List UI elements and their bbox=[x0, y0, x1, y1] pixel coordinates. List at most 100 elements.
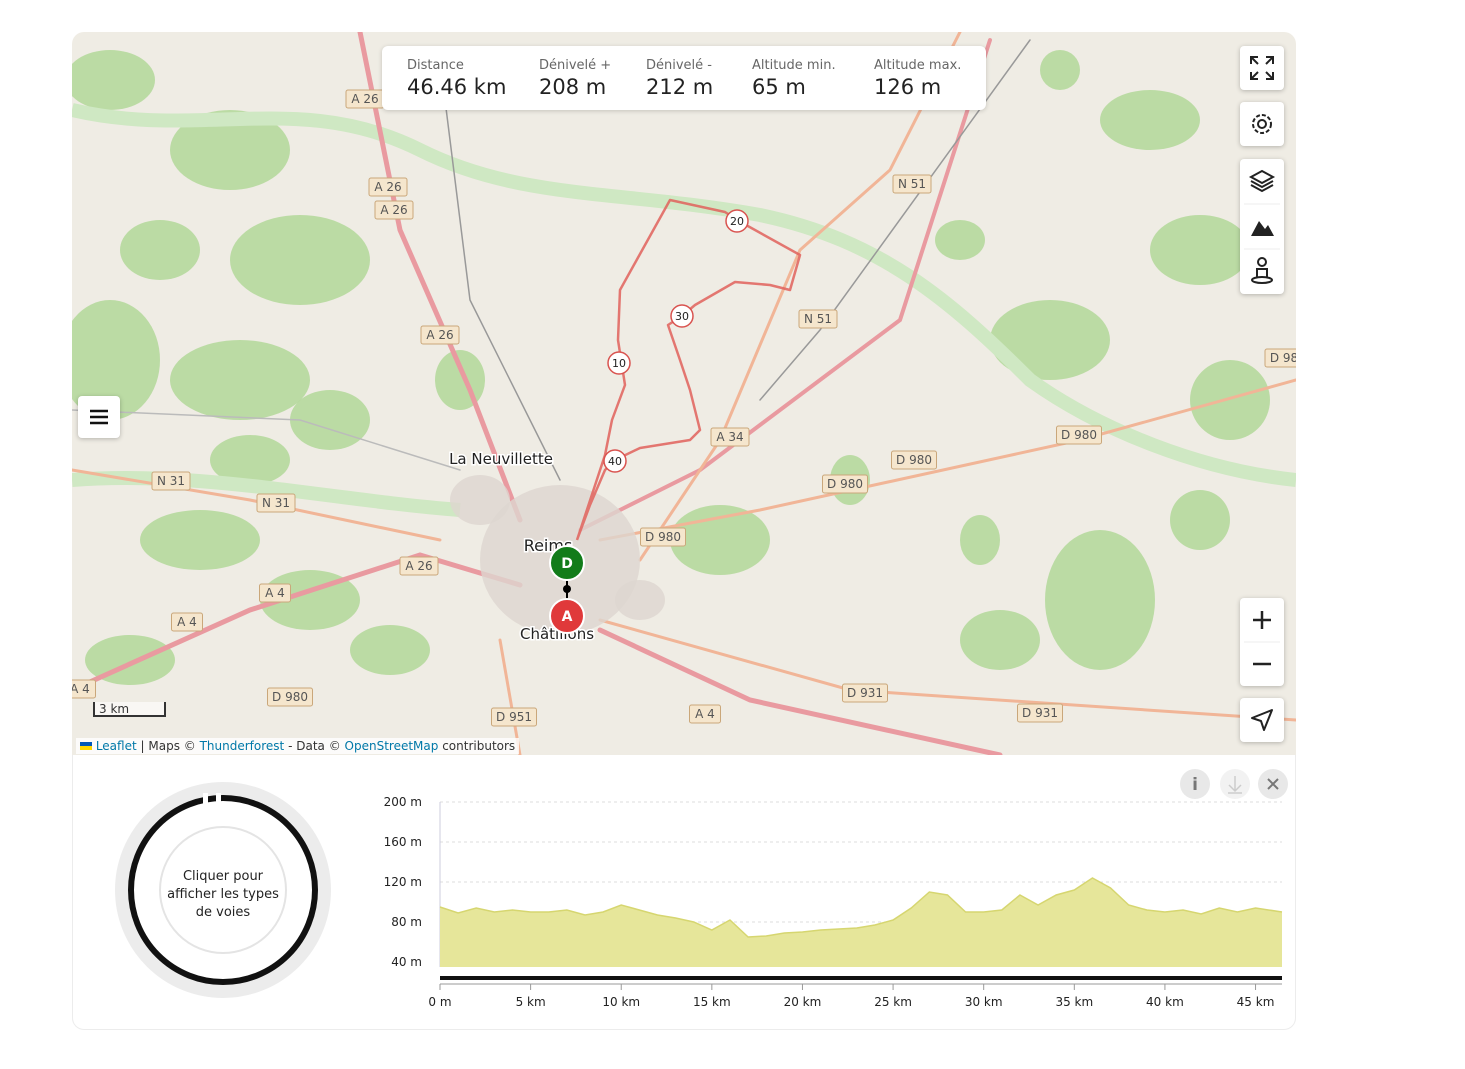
river-valley bbox=[72, 103, 1296, 487]
route-km-marker bbox=[607, 351, 631, 375]
map-canvas: A 26 A 26 A 26 A 26 A 26 N 51 N 51 D 98 D 980 D 9… bbox=[72, 32, 1296, 755]
road-label: N 31 bbox=[262, 496, 290, 510]
forest bbox=[72, 50, 155, 110]
road-label: A 4 bbox=[177, 615, 197, 629]
road bbox=[578, 38, 992, 532]
menu-button[interactable] bbox=[78, 396, 120, 438]
route-km-label: 30 bbox=[675, 310, 689, 323]
forest bbox=[1100, 90, 1200, 150]
map[interactable]: A 26 A 26 A 26 A 26 A 26 N 51 N 51 D 98 D 980 D 9… bbox=[72, 32, 1296, 755]
icon bbox=[1250, 56, 1274, 80]
road-shield bbox=[267, 687, 313, 707]
locate-button[interactable] bbox=[1240, 698, 1284, 742]
stat: Altitude min. 65 m bbox=[752, 46, 874, 110]
road-shield bbox=[640, 527, 686, 547]
end-marker[interactable]: A bbox=[549, 598, 585, 634]
start-pin[interactable] bbox=[549, 545, 585, 581]
road-shield bbox=[374, 200, 414, 220]
leaflet-link[interactable]: Leaflet bbox=[95, 739, 137, 753]
relief-icon[interactable] bbox=[1251, 221, 1274, 236]
start-marker[interactable]: D bbox=[549, 545, 585, 581]
route-km-marker bbox=[670, 304, 694, 328]
place-label: La Neuvillette bbox=[449, 450, 553, 468]
road-label: A 26 bbox=[374, 180, 401, 194]
scale-label: 3 km bbox=[99, 702, 129, 716]
road-shield bbox=[710, 427, 750, 447]
route bbox=[575, 198, 802, 541]
thunderforest-link[interactable]: Thunderforest bbox=[199, 739, 285, 753]
road-shield bbox=[72, 679, 96, 699]
layer-controls bbox=[1240, 159, 1284, 294]
road-shield bbox=[420, 325, 460, 345]
road-label: D 980 bbox=[645, 530, 681, 544]
road-label: A 26 bbox=[380, 203, 407, 217]
road bbox=[357, 32, 523, 523]
zoom-controls bbox=[1240, 598, 1284, 686]
road-shield bbox=[491, 707, 537, 727]
icon bbox=[1251, 709, 1273, 731]
end-pin[interactable] bbox=[549, 598, 585, 634]
stat-value: 212 m bbox=[646, 75, 714, 99]
road-label: D 951 bbox=[496, 710, 532, 724]
fullscreen-button[interactable] bbox=[1240, 46, 1284, 90]
scale-line bbox=[93, 702, 166, 717]
forest bbox=[960, 610, 1040, 670]
road bbox=[598, 378, 1296, 542]
forest bbox=[960, 515, 1000, 565]
forest bbox=[1040, 50, 1080, 90]
forest bbox=[72, 300, 160, 420]
road-label: A 4 bbox=[72, 682, 90, 696]
attribution-text: contributors bbox=[442, 739, 516, 753]
settings-button[interactable] bbox=[1240, 102, 1284, 146]
forest bbox=[1170, 490, 1230, 550]
road bbox=[498, 638, 522, 755]
route-km-marker bbox=[725, 209, 749, 233]
route-km-label: 40 bbox=[608, 455, 622, 468]
stat: Dénivelé - 212 m bbox=[646, 46, 752, 110]
road-label: A 34 bbox=[716, 430, 743, 444]
icon bbox=[90, 409, 108, 425]
forest bbox=[1150, 215, 1250, 285]
stat: Altitude max. 126 m bbox=[874, 46, 984, 110]
stat-value: 126 m bbox=[874, 75, 942, 99]
forest bbox=[990, 300, 1110, 380]
road-shield bbox=[399, 556, 439, 576]
road-shield bbox=[689, 704, 721, 724]
icon bbox=[1252, 114, 1272, 134]
road bbox=[597, 627, 1003, 755]
road bbox=[72, 468, 442, 542]
road-shield bbox=[1017, 703, 1063, 723]
road-shield bbox=[171, 612, 203, 632]
forest bbox=[935, 220, 985, 260]
osm-link[interactable]: OpenStreetMap bbox=[344, 739, 439, 753]
forest bbox=[230, 215, 370, 305]
stat-value: 46.46 km bbox=[407, 75, 507, 99]
forest bbox=[1045, 530, 1155, 670]
zoom-in[interactable] bbox=[1253, 611, 1271, 629]
pegman-icon[interactable] bbox=[1251, 257, 1273, 284]
road-label: N 51 bbox=[898, 177, 926, 191]
road-shield bbox=[1264, 348, 1296, 368]
road-shield bbox=[1056, 425, 1102, 445]
stat-label: Distance bbox=[407, 58, 464, 73]
road bbox=[759, 39, 1031, 401]
forest bbox=[210, 435, 290, 485]
attribution-text: - Data © bbox=[288, 739, 341, 753]
icons bbox=[1244, 611, 1280, 666]
road-label: A 4 bbox=[265, 586, 285, 600]
forest bbox=[120, 220, 200, 280]
end-label: A bbox=[562, 609, 573, 625]
route-km-marker bbox=[603, 449, 627, 473]
road-label: N 31 bbox=[157, 474, 185, 488]
road-label: D 980 bbox=[1061, 428, 1097, 442]
stat-label: Altitude min. bbox=[752, 58, 836, 73]
donut-label[interactable]: Cliquer pour afficher les types de voies bbox=[167, 869, 279, 920]
layers-icon[interactable] bbox=[1248, 169, 1276, 193]
road-label: D 980 bbox=[827, 477, 863, 491]
road-shield bbox=[822, 474, 868, 494]
stat-label: Dénivelé - bbox=[646, 58, 712, 73]
stat: Dénivelé + 208 m bbox=[539, 46, 646, 110]
stats-bar: Distance 46.46 km Dénivelé +208 m Dénivelé … bbox=[382, 46, 986, 110]
forest bbox=[170, 110, 290, 190]
road-shield bbox=[259, 583, 291, 603]
